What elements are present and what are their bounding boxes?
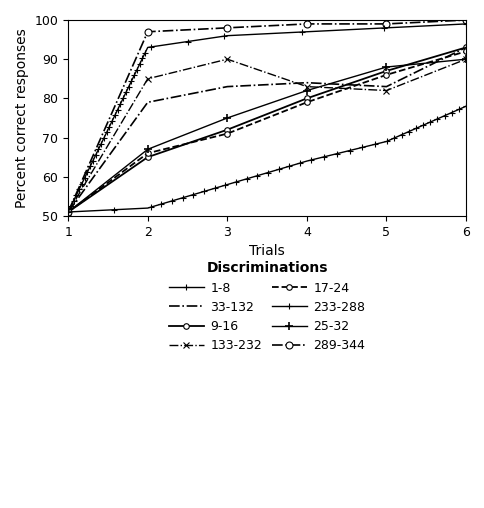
Legend: 1-8, 33-132, 9-16, 133-232, 17-24, 233-288, 25-32, 289-344: 1-8, 33-132, 9-16, 133-232, 17-24, 233-2… bbox=[168, 261, 364, 353]
Y-axis label: Percent correct responses: Percent correct responses bbox=[15, 28, 29, 208]
X-axis label: Trials: Trials bbox=[249, 244, 285, 258]
